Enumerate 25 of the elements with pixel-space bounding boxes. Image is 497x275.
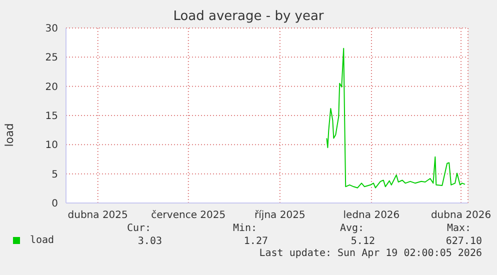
y-tick-label: 10 <box>45 140 58 152</box>
text: Max: <box>447 223 472 234</box>
text: Last update: Sun Apr 19 02:00:05 2026 <box>259 248 482 259</box>
chart-title: Load average - by year <box>172 9 325 24</box>
y-tick-label: 5 <box>52 169 58 180</box>
x-tick-label: října 2025 <box>254 210 306 222</box>
legend-label: load <box>29 235 54 246</box>
text: 627.10 <box>446 236 482 247</box>
text: Min: <box>233 223 258 234</box>
x-tick-label: dubna 2025 <box>68 210 128 222</box>
y-tick-label: 30 <box>45 24 58 35</box>
x-tick-label: července 2025 <box>151 210 226 222</box>
y-tick-label: 0 <box>52 198 58 210</box>
y-tick-label: 15 <box>45 111 58 122</box>
text: 5.12 <box>350 236 375 247</box>
x-tick-label: dubna 2026 <box>430 210 492 222</box>
text: 3.03 <box>138 236 162 247</box>
line-series <box>326 48 466 188</box>
y-axis-title: load <box>3 122 16 149</box>
y-tick-label: 20 <box>45 82 58 93</box>
y-tick-label: 25 <box>45 52 58 64</box>
text: Avg: <box>340 223 364 234</box>
text: 1.27 <box>244 236 268 247</box>
x-tick-label: ledna 2026 <box>343 210 400 222</box>
text: Cur: <box>127 223 152 234</box>
